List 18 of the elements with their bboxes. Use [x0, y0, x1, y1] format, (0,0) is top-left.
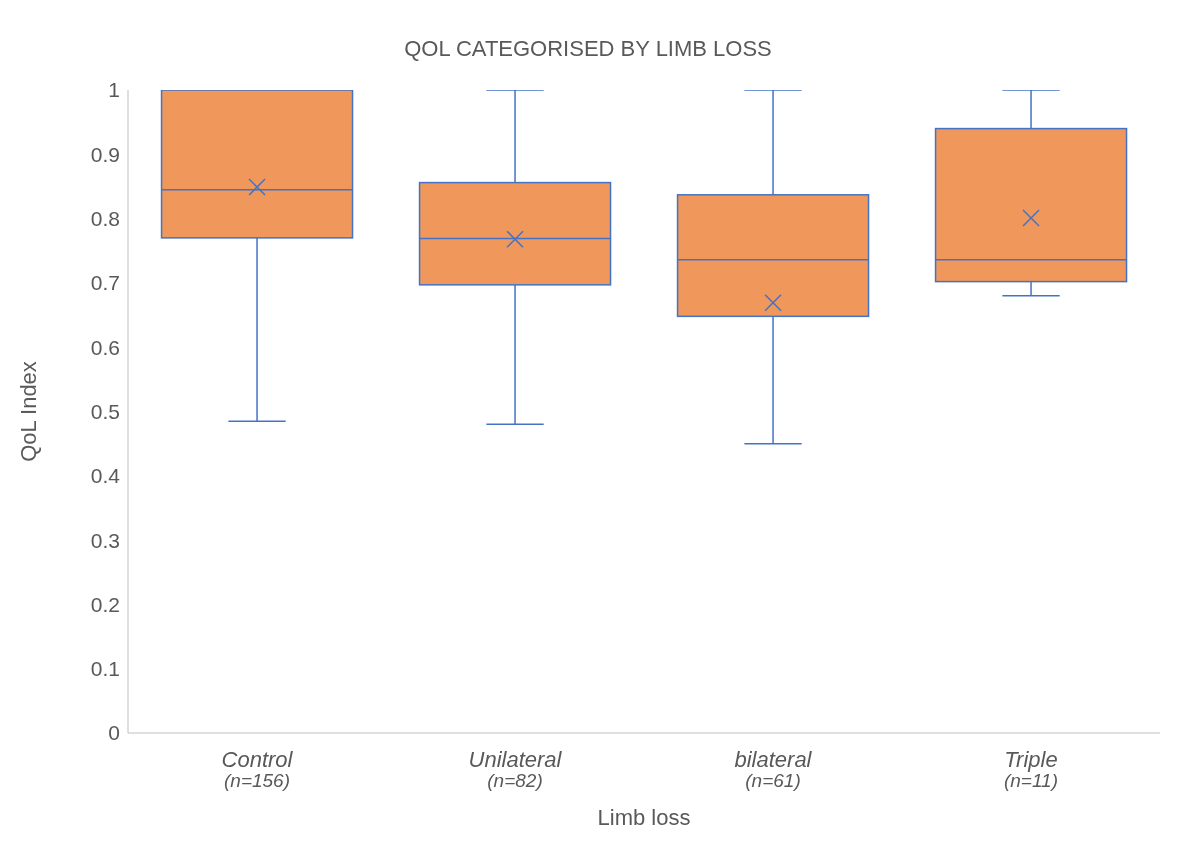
x-tick-label: bilateral (n=61): [734, 747, 813, 791]
y-tick-label: 0.6: [90, 335, 120, 359]
y-tick-label: 0: [108, 721, 120, 745]
y-tick-label: 0.5: [90, 399, 120, 423]
y-tick-label: 0.1: [90, 657, 120, 681]
y-tick-label: 1: [108, 78, 120, 102]
x-tick-label: Unilateral (n=82): [468, 747, 563, 791]
y-tick-label: 0.3: [90, 528, 120, 552]
chart-title: QOL CATEGORISED BY LIMB LOSS: [404, 36, 772, 61]
y-tick-label: 0.2: [90, 592, 120, 616]
y-tick-label: 0.4: [90, 464, 121, 488]
x-tick-label: Control (n=156): [221, 747, 294, 791]
y-axis-title: QoL Index: [15, 361, 41, 462]
y-tick-label: 0.8: [90, 207, 120, 231]
x-axis-title: Limb loss: [597, 805, 691, 830]
y-tick-label: 0.9: [90, 142, 120, 166]
x-tick-label: Triple (n=11): [1003, 747, 1059, 791]
y-tick-label: 0.7: [90, 271, 120, 295]
